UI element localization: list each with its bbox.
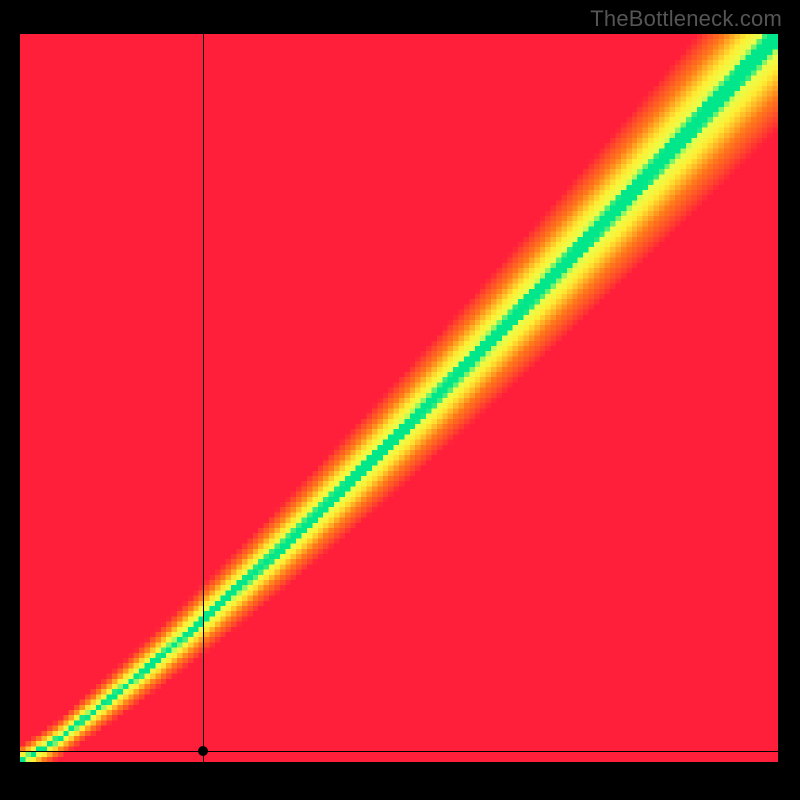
bottleneck-heatmap	[20, 34, 778, 762]
crosshair-horizontal	[20, 751, 778, 752]
crosshair-vertical	[203, 34, 204, 762]
chart-container: TheBottleneck.com	[0, 0, 800, 800]
watermark-text: TheBottleneck.com	[590, 6, 782, 32]
